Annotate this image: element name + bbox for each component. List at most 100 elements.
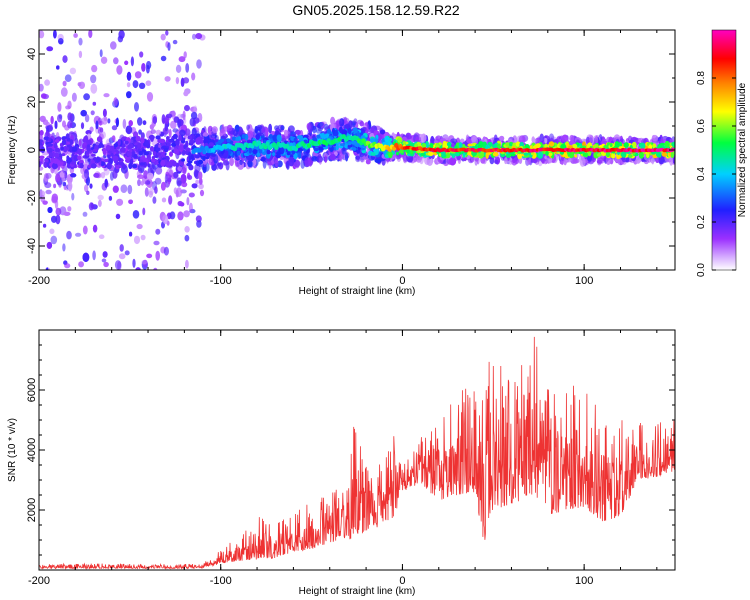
spectrogram-noise-cell [46,46,54,52]
spectrogram-band-cell [351,140,357,145]
spectrogram-noise-cell [58,114,63,119]
spectrogram-band-cell [61,153,66,157]
spectrogram-noise-cell [252,130,256,140]
spectrogram-noise-cell [42,223,47,228]
spectrogram-band-cell [656,151,662,158]
spectrogram-band-cell [547,152,553,157]
spectrogram-band-cell [47,147,53,153]
spectrogram-noise-cell [92,250,96,261]
spectrogram-noise-cell [260,156,266,162]
spectrogram-noise-cell [67,206,72,212]
spectrogram-noise-cell [90,110,95,116]
spectrogram-noise-cell [165,30,169,36]
spectrogram-noise-cell [97,117,102,124]
spectrogram-noise-cell [56,65,60,70]
spectrogram-noise-cell [177,119,182,128]
spectrogram-band-cell [53,143,58,149]
spectrogram-noise-cell [175,77,180,85]
spectrogram-band-cell [352,127,358,134]
spectrogram-band-cell [106,162,112,170]
spectrogram-noise-cell [176,177,182,187]
spectrogram-noise-cell [71,92,77,102]
spectrogram-noise-cell [133,235,141,245]
spectrogram-band-cell [324,133,330,137]
spectrogram-band-cell [316,134,321,139]
spectrogram-noise-cell [132,210,140,219]
spectrogram-noise-cell [168,195,173,205]
spectrogram-band-cell [605,150,611,158]
spectrogram-noise-cell [335,120,339,125]
spectrogram-noise-cell [53,30,57,39]
spectrogram-noise-cell [97,194,104,201]
spectrogram-noise-cell [518,135,526,145]
spectrogram-noise-cell [137,179,141,187]
spectrogram-noise-cell [67,100,72,110]
spectrogram-noise-cell [50,115,54,125]
spectrogram-noise-cell [247,130,254,139]
spectrogram-noise-cell [192,33,197,40]
spectrogram-noise-cell [128,199,134,205]
colorbar-tick-label: 0.4 [696,167,707,181]
spectrogram-band-cell [83,142,87,146]
spectrogram-band-cell [53,158,59,164]
spectrogram-band-cell [91,153,96,157]
spectrogram-band-cell [55,147,60,153]
spectrogram-band-cell [260,135,265,139]
spectrogram-band-cell [179,161,184,166]
spectrogram-band-cell [286,151,291,156]
snr-ticks: -200 -100 0 100 2000 4000 6000 [26,329,675,587]
spectrogram-noise-cell [49,228,55,235]
spectrogram-noise-cell [124,250,130,256]
spectrogram-noise-cell [75,232,82,237]
spectrogram-noise-cell [311,156,319,162]
spectrogram-noise-cell [531,138,536,143]
spectrogram-x-tick-label: -100 [210,275,232,287]
spectrogram-band-cell [128,143,134,149]
spectrogram-band-cell [467,143,473,147]
spectrogram-band-cell [178,134,182,141]
spectrogram-band-cell [187,160,193,164]
spectrogram-band-cell [421,143,427,149]
snr-panel: -200 -100 0 100 2000 4000 6000 Height of strai… [7,329,676,597]
spectrogram-noise-cell [199,189,205,197]
spectrogram-band-cell [302,134,309,139]
spectrogram-band-cell [332,127,335,135]
spectrogram-noise-cell [195,179,200,185]
spectrogram-band-cell [133,153,138,159]
spectrogram-noise-cell [140,180,144,186]
spectrogram-noise-cell [316,155,324,163]
spectrogram-band-cell [185,140,189,145]
spectrogram-band-cell [582,152,587,157]
spectrogram-noise-cell [142,120,147,126]
spectrogram-band-cell [497,143,501,149]
spectrogram-noise-cell [236,162,240,167]
spectrogram-noise-cell [135,267,141,270]
colorbar-tick-label: 0.8 [696,71,707,85]
spectrogram-noise-cell [150,129,156,135]
spectrogram-noise-cell [188,192,195,198]
spectrogram-noise-cell [119,244,124,252]
spectrogram-band-cell [351,147,357,151]
colorbar-label: Normalized spectral amplitude [737,82,748,217]
spectrogram-noise-cell [164,76,171,82]
spectrogram-band-cell [190,154,194,162]
spectrogram-band-cell [276,134,282,141]
spectrogram-noise-cell [504,157,508,165]
spectrogram-noise-cell [330,116,336,125]
spectrogram-noise-cell [247,159,253,168]
spectrogram-noise-cell [146,253,153,259]
spectrogram-noise-cell [78,139,82,147]
spectrogram-noise-cell [138,82,146,90]
spectrogram-noise-cell [146,172,154,180]
spectrogram-ridge-cell [265,141,270,147]
spectrogram-noise-cell [112,169,118,179]
spectrogram-band-cell [54,152,60,158]
spectrogram-noise-cell [113,57,119,65]
spectrogram-noise-cell [39,115,46,123]
spectrogram-band-cell [623,142,629,148]
spectrogram-band-cell [586,143,591,150]
spectrogram-band-cell [77,155,82,161]
spectrogram-noise-cell [199,178,203,185]
spectrogram-noise-cell [140,234,146,241]
